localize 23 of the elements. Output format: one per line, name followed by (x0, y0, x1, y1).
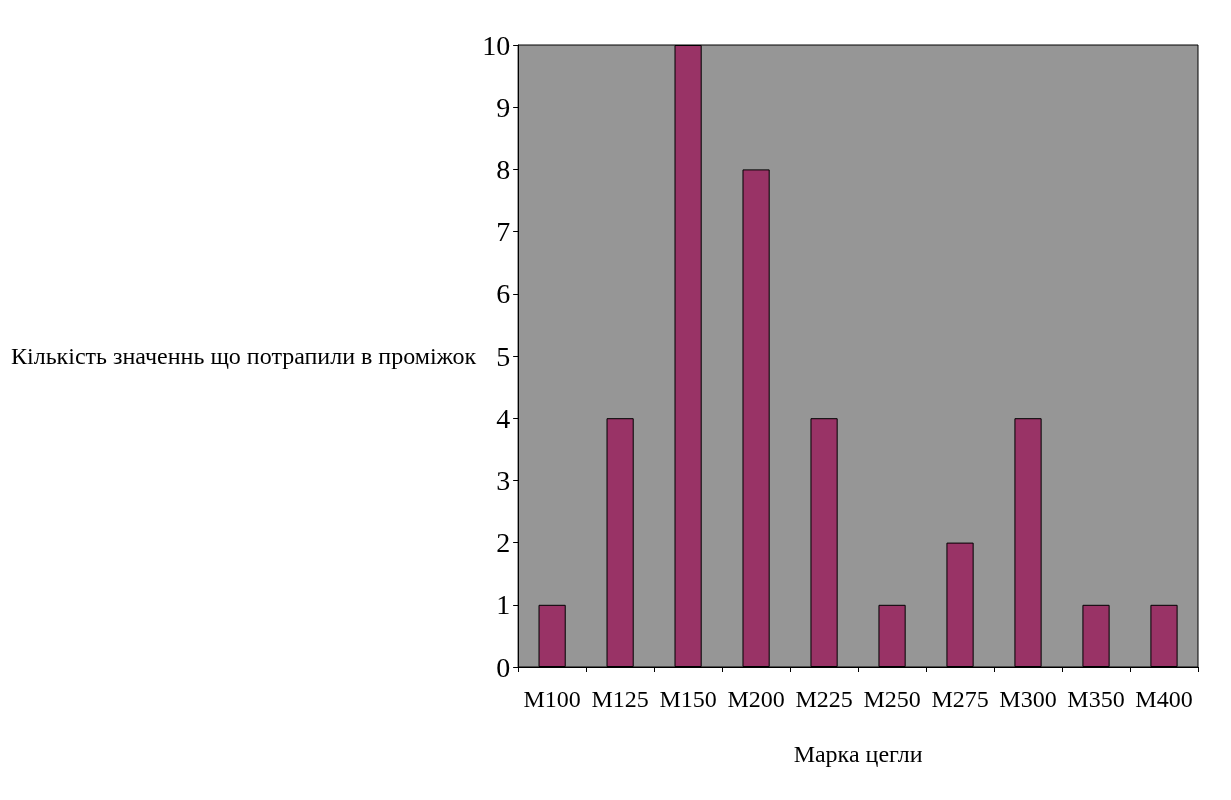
y-tick-label: 8 (496, 153, 511, 185)
x-tick-label: M275 (931, 686, 989, 712)
x-tick-label: M300 (999, 686, 1057, 712)
x-tick-label: M125 (591, 686, 649, 712)
y-tick-label: 0 (496, 651, 511, 683)
y-tick-label: 6 (496, 278, 511, 310)
y-tick-label: 7 (496, 216, 511, 248)
x-tick-label: M225 (795, 686, 853, 712)
y-tick-label: 9 (496, 91, 511, 123)
y-tick-label: 4 (496, 402, 511, 434)
x-tick-label: M100 (523, 686, 581, 712)
x-tick-label: M200 (727, 686, 785, 712)
x-tick-label: M250 (863, 686, 921, 712)
y-axis-title: Кількість значеннь що потрапили в проміжок (11, 343, 477, 369)
y-tick-label: 3 (496, 464, 511, 496)
y-tick-label: 10 (482, 29, 511, 61)
y-tick-label: 5 (496, 340, 511, 372)
x-tick-label: M150 (659, 686, 717, 712)
x-tick-label: M400 (1135, 686, 1193, 712)
x-axis-title: Марка цегли (793, 741, 923, 767)
x-tick-label: M350 (1067, 686, 1125, 712)
y-tick-label: 1 (496, 589, 511, 621)
y-tick-label: 2 (496, 527, 511, 559)
